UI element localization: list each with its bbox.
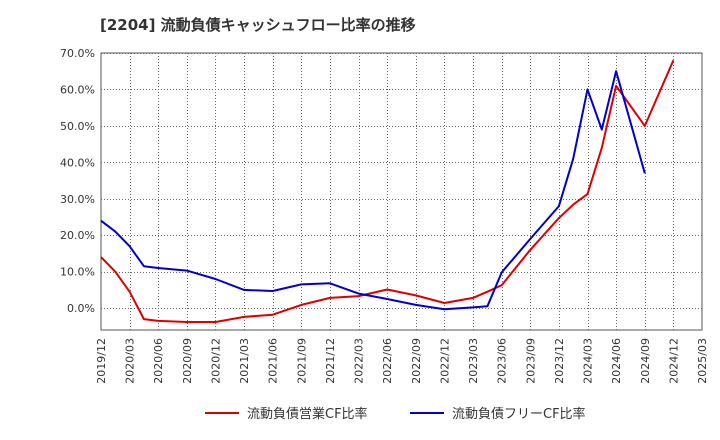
x-tick-label: 2023/06 — [496, 338, 509, 384]
x-tick-label: 2024/09 — [639, 338, 652, 384]
series-line-1 — [100, 70, 646, 311]
x-tick-label: 2023/12 — [553, 338, 566, 384]
legend-label-operating-cf: 流動負債営業CF比率 — [247, 407, 368, 422]
y-tick-label: 70.0% — [60, 47, 95, 60]
legend-swatch-operating-cf — [205, 411, 239, 414]
x-tick-label: 2024/12 — [667, 338, 680, 384]
x-tick-label: 2021/09 — [295, 338, 308, 384]
y-tick-label: 0.0% — [67, 302, 95, 315]
x-tick-label: 2019/12 — [95, 338, 108, 384]
y-tick-label: 10.0% — [60, 266, 95, 279]
legend-item-free-cf: 流動負債フリーCF比率 — [410, 403, 586, 422]
x-tick-label: 2023/03 — [467, 338, 480, 384]
grid-lines — [101, 53, 702, 330]
legend: 流動負債営業CF比率 流動負債フリーCF比率 — [0, 403, 720, 427]
x-tick-label: 2021/06 — [267, 338, 280, 384]
x-tick-label: 2023/09 — [524, 338, 537, 384]
y-tick-label: 60.0% — [60, 83, 95, 96]
x-tick-label: 2025/03 — [696, 338, 709, 384]
y-tick-label: 20.0% — [60, 229, 95, 242]
y-tick-label: 30.0% — [60, 193, 95, 206]
legend-item-operating-cf: 流動負債営業CF比率 — [205, 403, 368, 422]
series-lines — [100, 59, 675, 323]
legend-swatch-free-cf — [410, 411, 444, 414]
series-line-0 — [100, 59, 675, 323]
x-tick-label: 2022/03 — [353, 338, 366, 384]
plot-area — [100, 52, 703, 331]
x-tick-label: 2024/06 — [610, 338, 623, 384]
y-axis-ticks: 0.0% 10.0% 20.0% 30.0% 40.0% 50.0% 60.0% 70.0% — [60, 47, 95, 315]
x-tick-label: 2022/06 — [381, 338, 394, 384]
x-tick-label: 2020/09 — [181, 338, 194, 384]
x-tick-label: 2022/09 — [410, 338, 423, 384]
x-tick-label: 2021/03 — [238, 338, 251, 384]
x-tick-label: 2020/03 — [124, 338, 137, 384]
y-tick-label: 50.0% — [60, 120, 95, 133]
x-tick-label: 2020/06 — [152, 338, 165, 384]
x-tick-label: 2020/12 — [209, 338, 222, 384]
legend-label-free-cf: 流動負債フリーCF比率 — [452, 407, 586, 422]
chart-title: [2204] 流動負債キャッシュフロー比率の推移 — [100, 16, 416, 34]
x-tick-label: 2022/12 — [438, 338, 451, 384]
x-axis-ticks: 2019/12 2020/03 2020/06 2020/09 2020/12 2021/… — [95, 338, 709, 384]
y-tick-label: 40.0% — [60, 156, 95, 169]
x-tick-label: 2021/12 — [324, 338, 337, 384]
x-tick-label: 2024/03 — [582, 338, 595, 384]
